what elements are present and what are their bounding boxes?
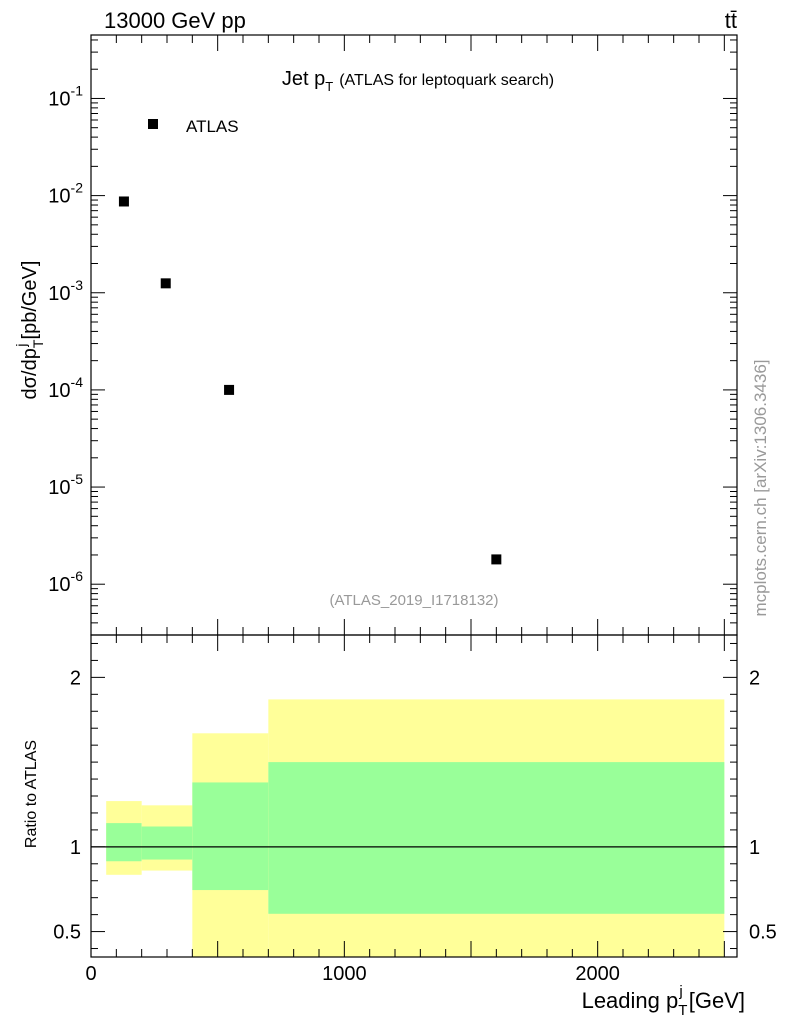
plot-title: Jet pT (ATLAS for leptoquark search) [282, 68, 554, 94]
green-band-0 [106, 823, 142, 862]
analysis-annotation: (ATLAS_2019_I1718132) [329, 592, 498, 609]
ratio-bands [106, 699, 725, 957]
ratio-axes: 0 1000 2000 0.5 0.5 1 1 2 2 [53, 634, 777, 985]
main-y-tick-label: 10-5 [48, 471, 83, 499]
process-label: tt̄ [725, 8, 737, 33]
data-point [224, 384, 235, 395]
main-y-tick-label: 10-3 [48, 277, 83, 305]
green-band-3 [268, 762, 725, 914]
x-tick-label: 2000 [575, 963, 620, 985]
ratio-plot: 0 1000 2000 0.5 0.5 1 1 2 2 Ratio to ATLAS Leadi… [23, 634, 777, 1019]
ratio-y-tick-label-right: 1 [749, 837, 760, 859]
main-y-tick-label: 10-1 [48, 82, 83, 110]
x-axis-label: Leading pTj [GeV] [582, 983, 745, 1019]
data-point [160, 278, 171, 289]
green-band-1 [141, 826, 193, 860]
ratio-y-axis-label: Ratio to ATLAS [23, 740, 40, 848]
main-y-tick-label: 10-6 [48, 568, 83, 596]
main-y-axis-label: dσ/dpTj[pb/GeV] [13, 261, 46, 400]
energy-label: 13000 GeV pp [104, 8, 246, 33]
main-points [118, 196, 502, 565]
green-band-2 [192, 782, 269, 891]
x-tick-label: 0 [85, 963, 96, 985]
x-tick-label: 1000 [322, 963, 367, 985]
legend-marker [148, 119, 158, 129]
data-point [118, 196, 129, 207]
main-plot: Jet pT (ATLAS for leptoquark search) 10-1… [13, 34, 738, 636]
ratio-y-tick-label-left: 2 [70, 667, 81, 689]
data-point [491, 554, 502, 565]
ratio-y-tick-label-left: 0.5 [53, 922, 81, 944]
ratio-y-tick-label-left: 1 [70, 837, 81, 859]
side-label: mcplots.cern.ch [arXiv:1306.3436] [751, 359, 770, 616]
main-y-tick-label: 10-2 [48, 180, 83, 208]
ratio-y-tick-label-right: 2 [749, 667, 760, 689]
legend-entry: ATLAS [186, 117, 239, 136]
main-y-tick-label: 10-4 [48, 374, 83, 402]
ratio-y-tick-label-right: 0.5 [749, 922, 777, 944]
